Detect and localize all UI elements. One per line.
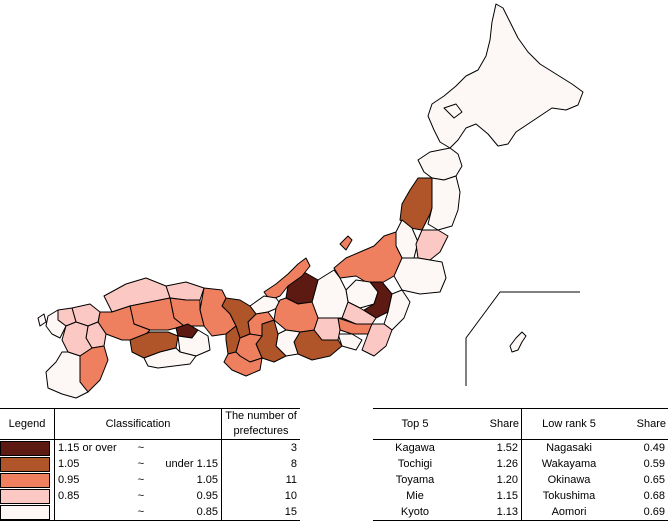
region-kanagawa — [337, 333, 363, 351]
top5-share: 1.15 — [457, 488, 522, 504]
top5-share: 1.52 — [457, 439, 522, 456]
legend-low — [54, 504, 123, 521]
legend-swatch — [0, 472, 55, 488]
region-niigata — [333, 231, 403, 285]
ranking-row: Tochigi 1.26 Wakayama 0.59 — [373, 456, 668, 472]
ranking-row: Mie 1.15 Tokushima 0.68 — [373, 488, 668, 504]
legend-row: ~0.85 15 — [0, 504, 300, 521]
region-fukushima — [393, 257, 447, 295]
legend-count: 10 — [284, 490, 297, 502]
low5-name: Nagasaki — [546, 442, 592, 454]
legend-tilde: ~ — [137, 490, 145, 502]
region-hokkaido-inner — [443, 103, 463, 119]
legend-low: 0.85 — [58, 490, 80, 502]
region-miyazaki — [79, 345, 109, 393]
region-ibaraki — [383, 289, 411, 331]
low5-share: 0.65 — [643, 474, 665, 486]
low5-share: 0.59 — [643, 458, 665, 470]
region-goto-islands — [37, 313, 47, 327]
legend-count: 15 — [221, 504, 300, 521]
legend-low: 0.95 — [58, 474, 80, 486]
legend-count: 11 — [285, 474, 297, 486]
low5-name: Okinawa — [547, 474, 591, 486]
legend-swatch — [0, 488, 55, 504]
top5-share: 1.20 — [457, 472, 522, 488]
legend-high — [159, 439, 222, 456]
classification-header: Classification — [54, 408, 222, 440]
top5-name: Mie — [406, 490, 424, 502]
legend-color-swatch — [0, 488, 50, 504]
low5-name: Tokushima — [542, 490, 596, 502]
region-miyagi — [415, 229, 449, 261]
legend-count: 8 — [290, 458, 297, 470]
legend-tilde: ~ — [123, 504, 159, 521]
region-ishikawa — [263, 257, 311, 301]
legend-color-swatch — [0, 456, 50, 472]
top5-share: 1.26 — [457, 456, 522, 472]
legend-high: 0.85 — [159, 504, 222, 521]
low5-share: 0.49 — [643, 442, 665, 454]
legend-color-swatch — [0, 440, 50, 456]
legend-high: under 1.15 — [159, 456, 222, 472]
top5-share: 1.13 — [457, 504, 522, 521]
top5-share-header: Share — [457, 408, 522, 440]
legend-swatch — [0, 439, 55, 456]
legend-high: 1.05 — [159, 472, 222, 488]
low5-name: Wakayama — [541, 458, 597, 470]
ranking-row: Toyama 1.20 Okinawa 0.65 — [373, 472, 668, 488]
legend-swatch — [0, 456, 55, 472]
legend-row: 0.85 ~0.95 10 — [0, 488, 300, 504]
legend-header: Legend — [0, 408, 55, 440]
region-wakayama — [223, 351, 263, 377]
region-kagoshima — [45, 351, 89, 399]
legend-swatch — [0, 504, 55, 521]
low5-name: Aomori — [521, 504, 616, 521]
top5-header: Top 5 — [373, 408, 457, 440]
legend-color-swatch — [0, 504, 50, 520]
region-nagasaki — [45, 309, 67, 339]
ranking-row: Kyoto 1.13 Aomori 0.69 — [373, 504, 668, 521]
low5-share-header: Share — [616, 408, 668, 440]
ranking-table: Top 5 Share Low rank 5 Share Kagawa 1.52 N… — [373, 408, 668, 521]
top5-name: Kagawa — [395, 442, 435, 454]
legend-low: 1.15 or over — [58, 442, 117, 454]
legend-row: 0.95 ~1.05 11 — [0, 472, 300, 488]
region-sado — [339, 235, 353, 251]
legend-tilde: ~ — [137, 442, 145, 454]
region-chiba — [361, 323, 393, 357]
low5-header: Low rank 5 — [521, 408, 616, 440]
low5-share: 0.68 — [643, 490, 665, 502]
region-tottori — [165, 281, 205, 301]
legend-high: 0.95 — [159, 488, 222, 504]
legend-tilde: ~ — [137, 458, 145, 470]
top5-name: Tochigi — [397, 458, 433, 470]
top5-name: Kyoto — [373, 504, 457, 521]
low5-share: 0.69 — [616, 504, 668, 521]
legend-table: Legend Classification The number of pref… — [0, 408, 300, 521]
legend-low: 1.05 — [58, 458, 80, 470]
legend-row: 1.05 ~ under 1.15 8 — [0, 456, 300, 472]
legend-tilde: ~ — [137, 474, 145, 486]
region-aomori — [417, 147, 463, 181]
japan-prefecture-map — [37, 3, 584, 399]
region-kochi — [143, 347, 197, 369]
legend-color-swatch — [0, 472, 50, 488]
top5-name: Toyama — [395, 474, 435, 486]
count-header: The number of prefectures — [221, 408, 300, 440]
region-hokkaido — [427, 3, 584, 149]
ranking-row: Kagawa 1.52 Nagasaki 0.49 — [373, 439, 668, 456]
okinawa-inset-frame — [465, 291, 580, 386]
legend-count: 3 — [290, 442, 297, 454]
region-iwate — [427, 175, 461, 231]
region-gifu — [273, 297, 319, 333]
legend-row: 1.15 or over ~3 — [0, 439, 300, 456]
region-okinawa — [509, 331, 527, 353]
